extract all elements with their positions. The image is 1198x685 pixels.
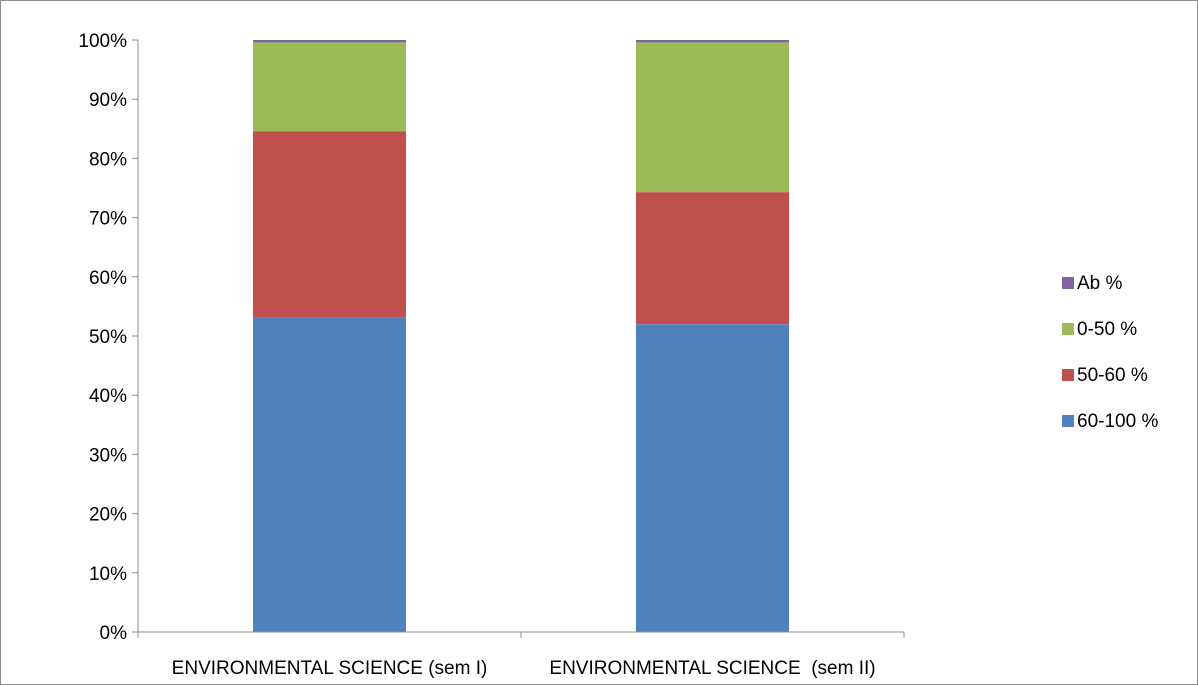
legend-swatch [1062,369,1074,381]
legend-swatch [1062,277,1074,289]
y-ticks-layer: 0% 10% 20% 30% 40% 50% 60% 70% 80% 90% 100% [78,31,138,644]
x-category-label: ENVIRONMENTAL SCIENCE (sem I) [172,658,488,679]
legend-label: Ab % [1077,273,1123,294]
y-tick-label: 30% [89,445,127,466]
legend-label: 50-60 % [1077,365,1148,386]
bar-segment-ab-cat-1 [253,40,406,43]
axes-layer [137,40,904,633]
y-tick-label: 60% [89,268,127,289]
legend-label: 0-50 % [1077,319,1137,340]
legend: Ab % 0-50 % 50-60 % 60-100 % [1062,273,1158,432]
y-tick-label: 100% [78,31,127,52]
legend-label: 60-100 % [1077,411,1158,432]
bar-segment-50-60-cat-1 [253,131,406,318]
y-tick-label: 70% [89,209,127,230]
bar-segment-60-100-cat-1 [253,317,406,632]
bar-segment-0-50-cat-1 [253,42,406,132]
y-tick-label: 40% [89,386,127,407]
bar-segment-ab-cat-2 [636,40,789,43]
y-tick-label: 10% [89,564,127,585]
x-ticks-layer: ENVIRONMENTAL SCIENCE (sem I) ENVIRONMENT… [137,632,905,679]
bar-segment-50-60-cat-2 [636,192,789,325]
legend-swatch [1062,323,1074,335]
legend-swatch [1062,415,1074,427]
y-tick-label: 0% [100,623,128,644]
y-tick-label: 20% [89,505,127,526]
x-category-label: ENVIRONMENTAL SCIENCE (sem II) [549,658,875,679]
y-tick-label: 50% [89,327,127,348]
bar-segment-0-50-cat-2 [636,42,789,193]
y-tick-label: 80% [89,149,127,170]
bar-segment-60-100-cat-2 [636,324,789,632]
bars-layer [253,40,789,632]
y-tick-label: 90% [89,90,127,111]
